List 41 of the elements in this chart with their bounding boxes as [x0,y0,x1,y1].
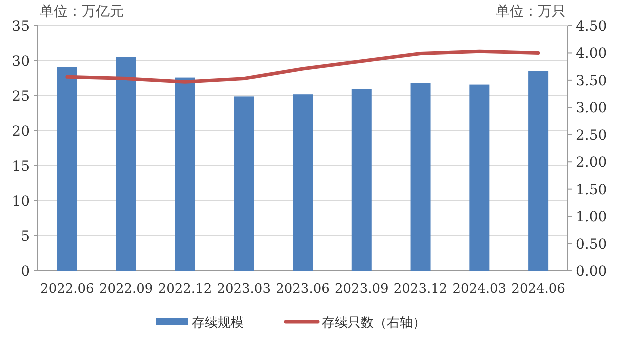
y2-tick-label: 3.00 [576,100,608,117]
bar [410,83,431,271]
x-tick-label: 2023.06 [276,282,330,297]
bar [470,84,490,271]
bar [234,96,254,271]
y2-tick-label: 3.50 [576,73,608,90]
y2-tick-label: 0.50 [576,236,608,253]
y-tick-label: 0 [21,264,30,280]
bar [293,94,313,271]
y-tick-label: 35 [12,19,30,35]
legend-label: 存续规模 [192,316,244,331]
x-tick-label: 2022.12 [158,282,212,297]
line-series [66,50,540,84]
y2-tick-label: 2.00 [576,155,608,172]
y-tick-label: 5 [21,229,30,245]
bar [116,58,136,271]
x-tick-label: 2024.06 [512,282,566,297]
y2-tick-label: 4.50 [576,19,608,35]
y2-tick-label: 2.50 [576,128,608,144]
y2-tick-label: 1.50 [576,182,608,198]
y-tick-label: 10 [12,194,30,210]
y2-axis-title: 单位：万只 [496,4,566,20]
bar [352,89,372,271]
y2-tick-label: 4.00 [576,46,608,62]
x-tick-label: 2022.06 [40,282,94,297]
x-tick-label: 2023.03 [217,282,271,297]
y-tick-label: 15 [12,159,30,175]
y-tick-label: 20 [12,124,30,140]
bar [528,72,549,271]
x-tick-label: 2023.09 [335,282,389,297]
y-tick-label: 30 [12,54,30,70]
legend-label: 存续只数（右轴） [322,316,426,331]
x-tick-label: 2024.03 [452,282,507,297]
bar [175,78,196,271]
y-tick-label: 25 [12,89,30,105]
x-tick-label: 2023.12 [394,282,448,297]
bar [57,67,78,271]
y-axis-title: 单位：万亿元 [40,4,124,20]
y2-tick-label: 0.00 [576,264,608,280]
y2-tick-label: 1.00 [576,210,608,226]
x-tick-label: 2022.09 [99,282,154,297]
